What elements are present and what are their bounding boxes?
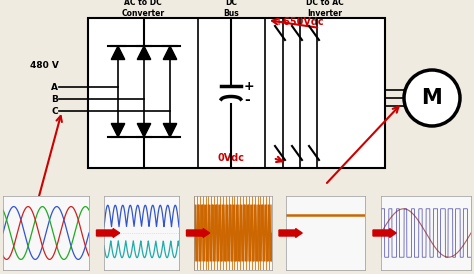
Polygon shape bbox=[111, 124, 125, 137]
Text: M: M bbox=[422, 88, 442, 108]
Polygon shape bbox=[163, 124, 177, 137]
Text: A: A bbox=[51, 82, 58, 92]
Polygon shape bbox=[137, 124, 151, 137]
Text: B: B bbox=[51, 95, 58, 104]
Text: -: - bbox=[244, 93, 250, 107]
Text: DC to AC
Inverter: DC to AC Inverter bbox=[306, 0, 344, 18]
Text: +: + bbox=[244, 79, 255, 93]
Text: AC to DC
Converter: AC to DC Converter bbox=[121, 0, 164, 18]
Bar bbox=[88, 18, 385, 168]
Polygon shape bbox=[137, 46, 151, 59]
Polygon shape bbox=[111, 46, 125, 59]
Text: 0Vdc: 0Vdc bbox=[218, 153, 245, 163]
Text: +650Vdc: +650Vdc bbox=[275, 17, 324, 27]
Circle shape bbox=[404, 70, 460, 126]
Polygon shape bbox=[163, 46, 177, 59]
Text: C: C bbox=[51, 107, 58, 116]
Text: 480 V: 480 V bbox=[30, 61, 59, 70]
Text: DC
Bus: DC Bus bbox=[224, 0, 239, 18]
